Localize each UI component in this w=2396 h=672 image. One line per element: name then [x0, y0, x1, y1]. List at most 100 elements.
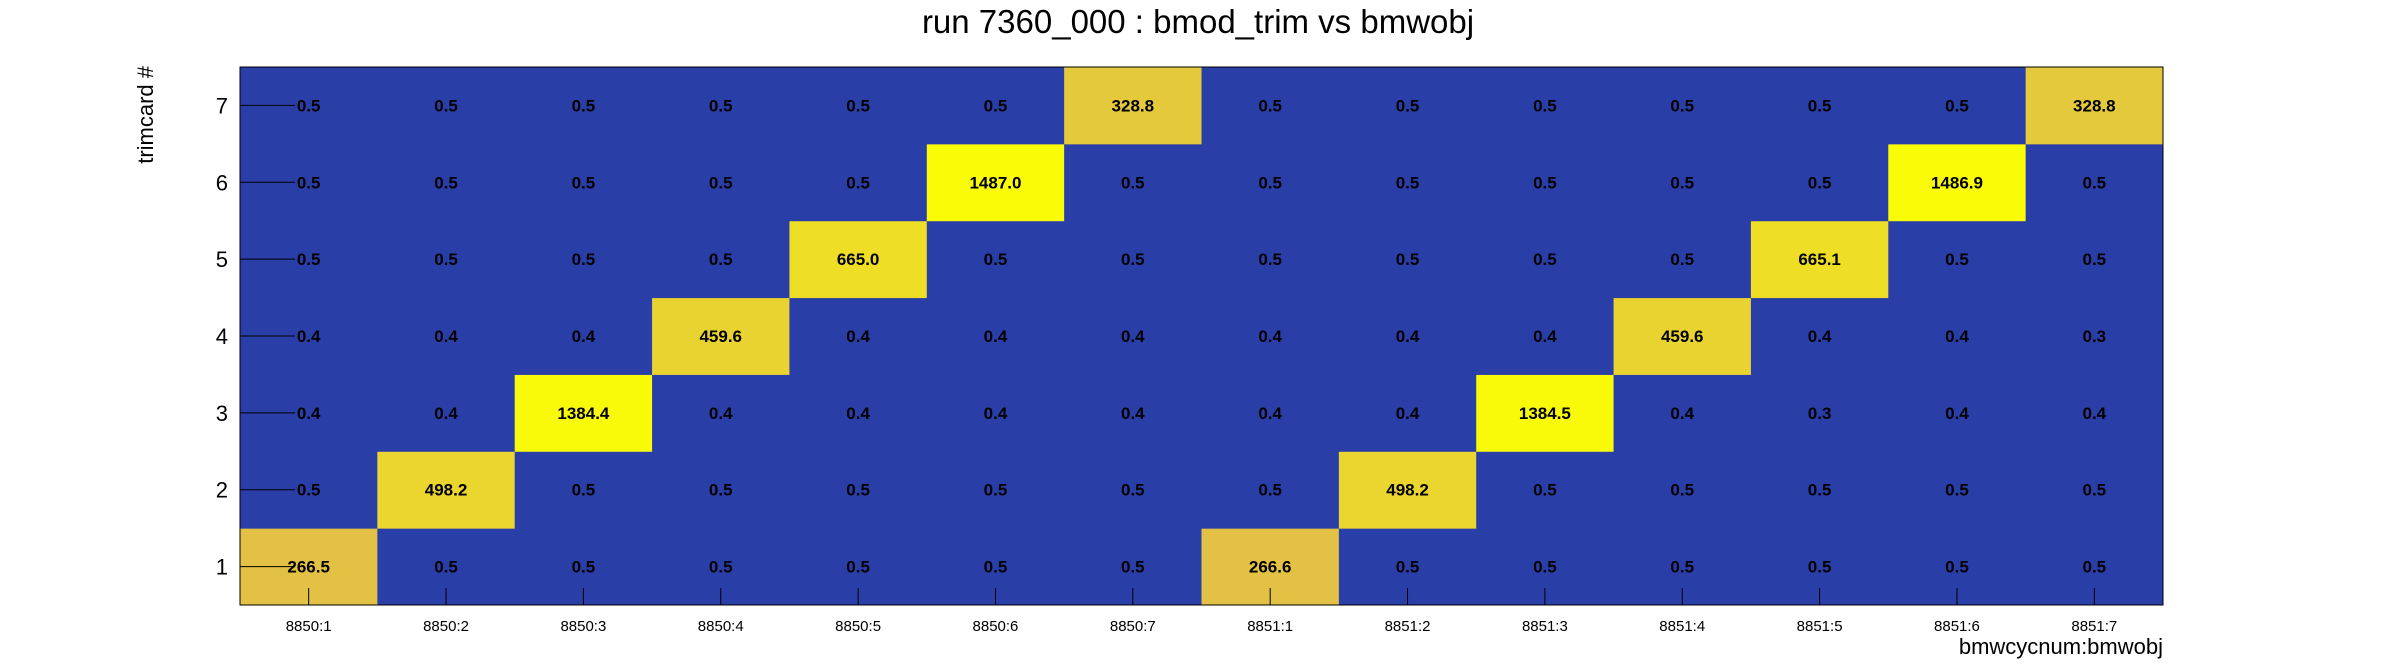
- cell-value-label: 0.5: [297, 173, 321, 192]
- heatmap-cell: [1338, 297, 1477, 375]
- x-axis-label: bmwcycnum:bmwobj: [1959, 634, 2163, 659]
- cell-value-label: 0.5: [1670, 481, 1694, 500]
- heatmap-cell: [1613, 374, 1752, 452]
- y-axis-label: trimcard #: [133, 65, 158, 164]
- heatmap-cell: [377, 374, 516, 452]
- heatmap-cell: [1613, 143, 1752, 222]
- cell-value-label: 459.6: [699, 327, 742, 346]
- heatmap-cell: [2025, 220, 2164, 299]
- heatmap-cell: [1888, 143, 2027, 222]
- cell-value-label: 0.5: [1945, 96, 1969, 115]
- heatmap-cell: [789, 220, 928, 299]
- cell-value-labels: 266.5 0.5 0.5 0.5 0.5 0.5 0.5 266.6 0.5 0.5 0.5 0.5…: [287, 96, 2115, 576]
- cell-value-label: 459.6: [1661, 327, 1704, 346]
- cell-value-label: 1487.0: [969, 173, 1021, 192]
- cell-value-label: 0.5: [1945, 481, 1969, 500]
- cell-value-label: 0.5: [2083, 558, 2107, 577]
- cell-value-label: 1384.4: [557, 404, 610, 423]
- cell-value-label: 0.4: [1258, 404, 1282, 423]
- cell-value-label: 0.4: [1121, 404, 1145, 423]
- cell-value-label: 0.5: [572, 173, 596, 192]
- cell-value-label: 266.5: [287, 558, 330, 577]
- heatmap-cell: [1750, 297, 1889, 375]
- heatmap-cell: [1201, 220, 1340, 299]
- heatmap-cell: [926, 451, 1065, 529]
- x-tick-label: 8850:3: [560, 618, 606, 635]
- cell-value-label: 0.5: [1670, 173, 1694, 192]
- cell-value-label: 0.4: [1945, 327, 1969, 346]
- heatmap-cell: [1201, 374, 1340, 452]
- heatmap-cell: [1338, 67, 1477, 145]
- heatmap-cell: [1476, 220, 1615, 299]
- cell-value-label: 0.4: [2083, 404, 2107, 423]
- y-tick-label: 7: [216, 93, 228, 118]
- cell-value-label: 0.5: [1945, 250, 1969, 269]
- heatmap-cell: [1613, 220, 1752, 299]
- cell-value-label: 0.5: [434, 173, 458, 192]
- cell-value-label: 0.5: [434, 96, 458, 115]
- cell-value-label: 0.5: [1808, 96, 1832, 115]
- cell-value-label: 0.4: [434, 327, 458, 346]
- cell-value-label: 328.8: [1112, 96, 1155, 115]
- cell-value-label: 0.5: [984, 250, 1008, 269]
- cell-value-label: 0.5: [434, 558, 458, 577]
- heatmap-cell: [1338, 220, 1477, 299]
- x-tick-label: 8851:6: [1934, 618, 1980, 635]
- heatmap-cell: [1613, 451, 1752, 529]
- heatmap-cell: [377, 67, 516, 145]
- heatmap-cell: [652, 451, 790, 529]
- y-tick-label: 3: [216, 401, 228, 426]
- heatmap-cell: [1064, 297, 1202, 375]
- cell-value-label: 0.5: [1396, 558, 1420, 577]
- heatmap-cell: [1064, 143, 1202, 222]
- cell-value-label: 0.4: [297, 327, 321, 346]
- heatmap-cell: [2025, 297, 2164, 375]
- cell-value-label: 0.5: [709, 481, 733, 500]
- cell-value-label: 0.3: [1808, 404, 1832, 423]
- heatmap-cell: [789, 374, 928, 452]
- cell-value-label: 0.5: [297, 481, 321, 500]
- heatmap-cell: [789, 67, 928, 145]
- cell-value-label: 0.5: [709, 96, 733, 115]
- cell-value-label: 0.5: [1121, 173, 1145, 192]
- cell-value-label: 0.5: [1258, 173, 1282, 192]
- heatmap-cell: [377, 451, 516, 529]
- cell-value-label: 0.5: [572, 250, 596, 269]
- cell-value-label: 0.5: [1670, 558, 1694, 577]
- x-axis-ticks: 8850:1 8850:2 8850:3 8850:4 8850:5 8850:6 8850…: [286, 588, 2117, 635]
- heatmap-cell: [514, 451, 653, 529]
- cell-value-label: 0.5: [846, 558, 870, 577]
- x-tick-label: 8850:4: [698, 618, 744, 635]
- cell-value-label: 498.2: [1386, 481, 1429, 500]
- cell-value-label: 0.5: [984, 558, 1008, 577]
- heatmap-cell: [789, 143, 928, 222]
- heatmap-cell: [652, 67, 790, 145]
- cell-value-label: 0.5: [984, 96, 1008, 115]
- heatmap-cell: [1750, 374, 1889, 452]
- cell-value-label: 665.0: [837, 250, 880, 269]
- heatmap-cell: [514, 220, 653, 299]
- cell-value-label: 0.5: [1121, 558, 1145, 577]
- cell-value-label: 0.5: [1533, 481, 1557, 500]
- cell-value-label: 0.5: [709, 558, 733, 577]
- cell-value-label: 0.5: [1396, 250, 1420, 269]
- cell-value-label: 0.4: [1396, 327, 1420, 346]
- heatmap-cell: [1476, 67, 1615, 145]
- cell-value-label: 0.5: [434, 250, 458, 269]
- heatmap-cell: [1476, 374, 1615, 452]
- heatmap-cell: [1201, 67, 1340, 145]
- x-tick-label: 8850:2: [423, 618, 469, 635]
- heatmap-cell: [1064, 374, 1202, 452]
- x-tick-label: 8850:6: [973, 618, 1019, 635]
- cell-value-label: 0.5: [572, 96, 596, 115]
- cell-value-label: 0.5: [1258, 250, 1282, 269]
- heatmap-cell: [2025, 451, 2164, 529]
- heatmap-cell: [926, 67, 1065, 145]
- heatmap-cell: [926, 220, 1065, 299]
- cell-value-label: 0.4: [1258, 327, 1282, 346]
- heatmap-cell: [1750, 451, 1889, 529]
- heatmap-cell: [514, 67, 653, 145]
- heatmap-cell: [1613, 297, 1752, 375]
- cell-value-label: 0.4: [1533, 327, 1557, 346]
- heatmap-cell: [789, 451, 928, 529]
